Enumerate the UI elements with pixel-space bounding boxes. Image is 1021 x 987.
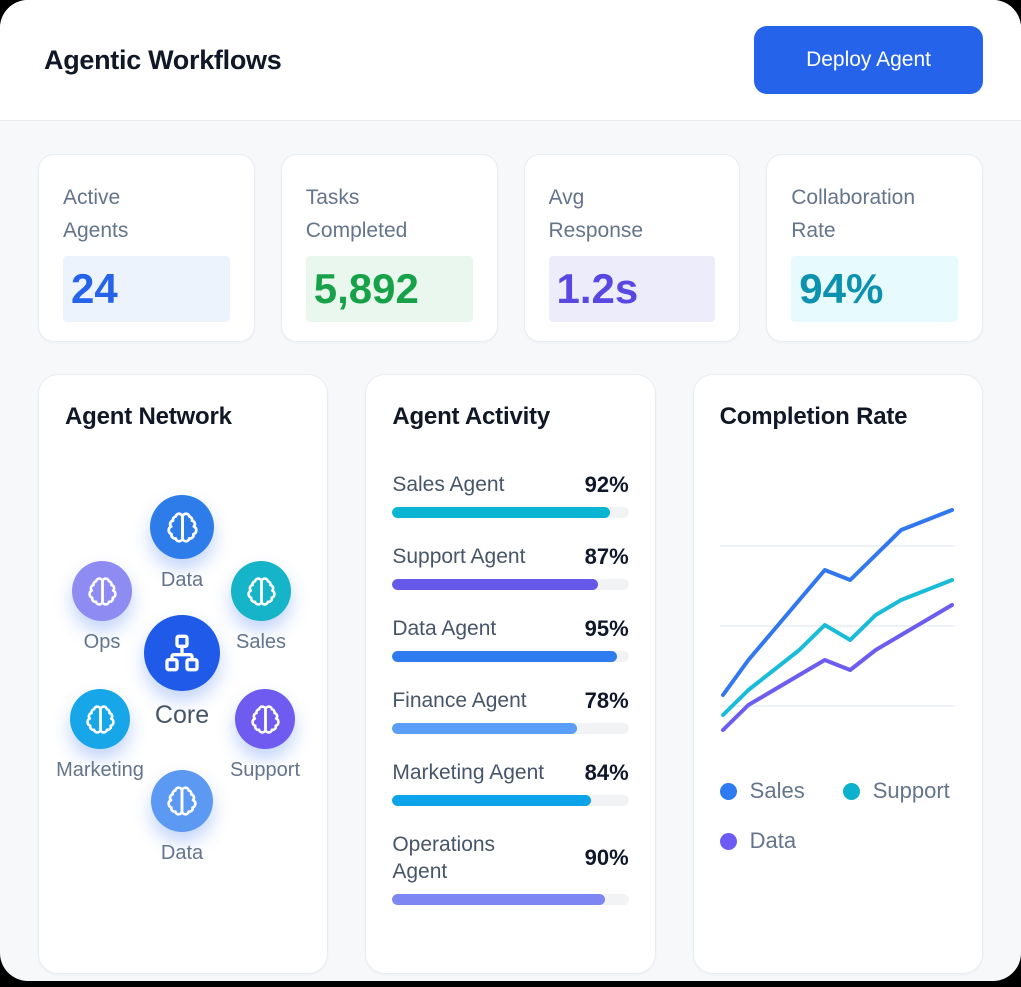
agent-name: Sales Agent <box>392 473 505 496</box>
progress-fill <box>392 579 598 590</box>
legend-item[interactable]: Sales <box>719 778 805 804</box>
stat-label: Active Agents <box>63 186 129 242</box>
brain-icon <box>85 704 115 734</box>
agent-name: Support Agent <box>392 545 526 568</box>
legend-dot-icon <box>842 782 860 800</box>
stat-value: 5,892 <box>305 256 473 322</box>
brain-icon <box>250 704 280 734</box>
series-line-support <box>720 578 954 717</box>
agent-name: Marketing Agent <box>392 761 545 784</box>
activity-row-header: Data Agent 95% <box>392 615 628 642</box>
network-node-label: Data <box>160 842 204 864</box>
network-node-label: Core <box>154 701 210 729</box>
stat-value: 24 <box>63 256 230 322</box>
panel-title-agent-network: Agent Network <box>65 403 232 430</box>
agent-percent: 78% <box>584 687 629 713</box>
progress-track <box>392 507 629 518</box>
activity-list: Sales Agent 92% Support Agent 87% <box>392 471 629 905</box>
progress-fill <box>392 894 606 905</box>
agent-percent: 95% <box>584 615 629 641</box>
activity-row: Marketing Agent 84% <box>392 759 629 806</box>
network-node <box>150 495 214 559</box>
progress-track <box>392 795 629 806</box>
agent-name: Data Agent <box>392 617 497 640</box>
series-line-data <box>720 603 954 732</box>
stat-card: Collaboration Rate 94% <box>766 154 983 342</box>
panel-agent-network: Agent Network Data Ops Sales <box>38 374 329 974</box>
activity-row-header: Finance Agent 78% <box>392 687 628 714</box>
panel-completion-rate: Completion Rate Sales Support Data <box>692 374 983 974</box>
progress-track <box>392 651 629 662</box>
stat-label: Collaboration Rate <box>791 186 915 242</box>
main-content: Active Agents 24 Tasks Completed 5,892 A… <box>0 154 1021 974</box>
network-node <box>151 770 213 832</box>
agent-percent: 90% <box>584 845 629 870</box>
completion-line-chart <box>719 508 955 732</box>
network-node-label: Data <box>160 569 204 591</box>
network-node-label: Ops <box>83 631 121 653</box>
legend-dot-icon <box>719 782 737 800</box>
agent-percent: 92% <box>584 471 629 497</box>
legend-item[interactable]: Support <box>842 778 950 804</box>
network-node <box>70 689 130 749</box>
progress-fill <box>392 507 610 518</box>
stat-value: 1.2s <box>548 256 716 322</box>
brain-icon <box>246 576 276 606</box>
stat-label: Tasks Completed <box>305 186 408 242</box>
legend-item[interactable]: Data <box>719 828 797 854</box>
agent-percent: 84% <box>584 759 629 785</box>
agent-network-diagram: Data Ops Sales Core Marketing <box>39 375 327 973</box>
activity-row: Finance Agent 78% <box>392 687 629 734</box>
network-node-label: Support <box>229 759 301 781</box>
panels-row: Agent Network Data Ops Sales <box>38 374 983 974</box>
stat-card: Avg Response Time 1.2s <box>523 154 741 342</box>
agent-percent: 87% <box>584 543 629 569</box>
sitemap-icon <box>165 634 199 672</box>
activity-row-header: Operations Agent 90% <box>392 831 628 885</box>
chart-legend: Sales Support Data <box>719 778 956 854</box>
progress-track <box>392 579 629 590</box>
agent-name: Operations Agent <box>392 833 496 883</box>
legend-label: Data <box>749 828 797 853</box>
series-line-sales <box>720 508 954 697</box>
page-title: Agentic Workflows <box>44 44 282 75</box>
progress-track <box>392 723 629 734</box>
stats-row: Active Agents 24 Tasks Completed 5,892 A… <box>38 154 983 342</box>
panel-agent-activity: Agent Activity Sales Agent 92% <box>365 374 656 974</box>
network-node <box>231 561 291 621</box>
network-node <box>72 561 132 621</box>
network-node-label: Marketing <box>56 759 144 781</box>
network-node <box>144 615 220 691</box>
stat-card: Active Agents 24 <box>38 154 255 342</box>
activity-row-header: Support Agent 87% <box>392 543 628 570</box>
activity-row: Support Agent 87% <box>392 543 629 590</box>
activity-row-header: Marketing Agent 84% <box>392 759 628 786</box>
deploy-agent-button[interactable]: Deploy Agent <box>754 26 983 94</box>
brain-icon <box>166 511 198 543</box>
agent-name: Finance Agent <box>392 689 527 712</box>
stat-value: 94% <box>791 256 958 322</box>
legend-dot-icon <box>719 832 737 850</box>
activity-row-header: Sales Agent 92% <box>392 471 628 498</box>
network-node-label: Sales <box>235 631 287 653</box>
activity-row: Sales Agent 92% <box>392 471 629 518</box>
activity-row: Data Agent 95% <box>392 615 629 662</box>
panel-title-agent-activity: Agent Activity <box>392 403 550 430</box>
header: Agentic Workflows Deploy Agent <box>0 0 1021 121</box>
progress-fill <box>392 651 617 662</box>
brain-icon <box>87 576 117 606</box>
progress-fill <box>392 723 577 734</box>
legend-label: Sales <box>749 778 805 803</box>
progress-track <box>392 894 629 905</box>
stat-label: Avg Response Time <box>548 186 644 242</box>
network-node <box>235 689 295 749</box>
brain-icon <box>167 786 197 816</box>
legend-label: Support <box>872 778 950 803</box>
stat-card: Tasks Completed 5,892 <box>280 154 498 342</box>
progress-fill <box>392 795 591 806</box>
activity-row: Operations Agent 90% <box>392 831 629 905</box>
panel-title-completion-rate: Completion Rate <box>719 403 908 430</box>
